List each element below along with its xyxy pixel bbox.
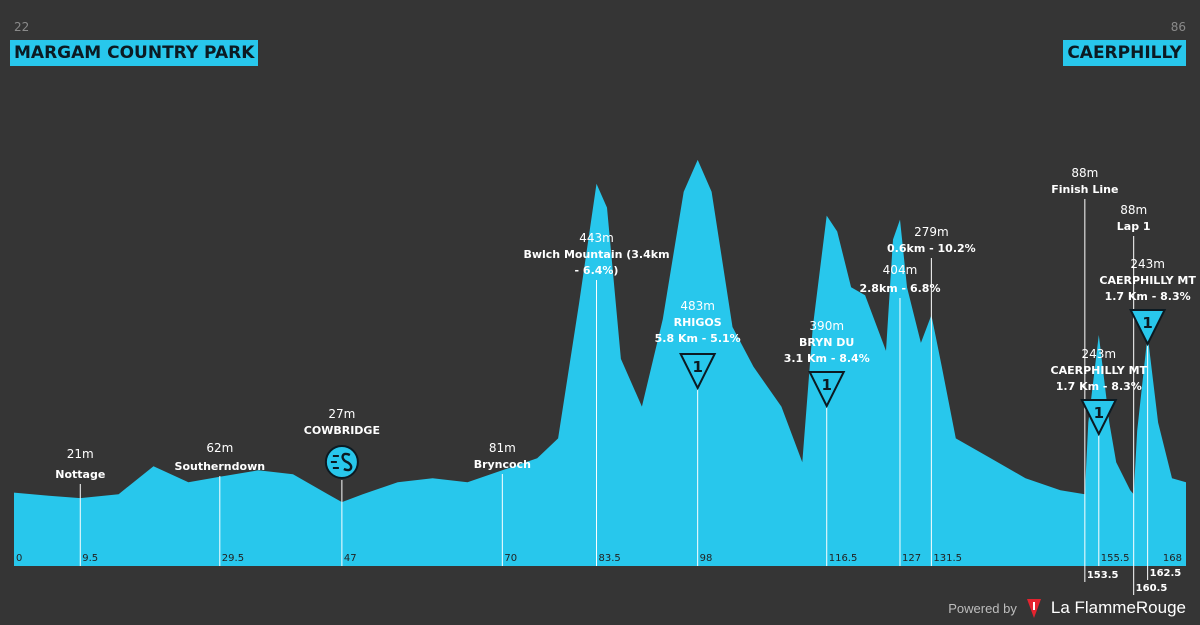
marker-altitude: 390m [809,319,844,333]
marker-altitude: 21m [67,447,94,461]
marker-name: 0.6km - 10.2% [887,242,976,255]
marker-name: RHIGOS [674,316,722,329]
sprint-icon-lines [330,455,339,469]
elevation-profile-area [14,159,1186,566]
marker-name-line2: 5.8 Km - 5.1% [655,332,741,345]
start-altitude: 22 [14,20,30,34]
kom-icon [808,371,846,409]
marker-name: CAERPHILLY MT [1099,274,1196,287]
kom-category-label: 1 [692,358,702,376]
kom-icon [679,353,717,391]
marker-name: Nottage [55,468,105,481]
powered-by: Powered by La FlammeRouge [948,596,1186,620]
marker-name: COWBRIDGE [304,424,380,437]
x-tick-label-low: 162.5 [1150,568,1182,579]
x-tick-label: 127 [902,553,921,564]
marker-altitude: 27m [328,407,355,421]
marker-name-line2: 1.7 Km - 8.3% [1105,290,1191,303]
x-tick-label: 47 [344,553,357,564]
kom-category-label: 1 [822,376,832,394]
x-tick-label: 98 [700,553,713,564]
marker-name: Lap 1 [1117,220,1151,233]
marker-altitude: 279m [914,225,949,239]
powered-by-label: Powered by [948,600,1017,616]
x-tick-label: 29.5 [222,553,244,564]
marker-altitude: 243m [1082,347,1117,361]
marker-altitude: 443m [579,231,614,245]
flamme-rouge-logo-icon [1026,599,1041,618]
marker-altitude: 483m [680,299,715,313]
sprint-icon [324,445,359,479]
x-tick-label: 131.5 [933,553,962,564]
marker-altitude: 62m [206,441,233,455]
x-tick-label: 83.5 [599,553,621,564]
marker-altitude: 404m [883,263,918,277]
x-tick-label: 70 [504,553,517,564]
marker-altitude: 243m [1130,257,1165,271]
sprint-icon-s [341,452,353,472]
marker-name-line2: 1.7 Km - 8.3% [1056,380,1142,393]
marker-name-line2: - 6.4%) [575,264,619,277]
start-place-badge: MARGAM COUNTRY PARK [10,40,259,66]
marker-altitude: 88m [1120,203,1147,217]
marker-name: Finish Line [1051,183,1118,196]
marker-altitude: 81m [489,441,516,455]
kom-icon [1080,399,1118,437]
marker-name: Southerndown [175,460,266,473]
marker-name: 2.8km - 6.8% [859,282,940,295]
brand-name: La FlammeRouge [1050,598,1186,617]
x-tick-label: 9.5 [82,553,98,564]
marker-name: Bwlch Mountain (3.4km [523,248,669,261]
x-tick-label: 116.5 [829,553,858,564]
marker-name: BRYN DU [799,336,854,349]
marker-name: Bryncoch [474,458,531,471]
marker-name: CAERPHILLY MT [1051,364,1148,377]
x-tick-label: 168 [1163,553,1182,564]
finish-place-badge: CAERPHILLY [1063,40,1186,66]
kom-category-label: 1 [1142,314,1152,332]
x-tick-label-low: 160.5 [1136,583,1168,594]
kom-icon [1129,309,1167,347]
marker-name-line2: 3.1 Km - 8.4% [784,352,870,365]
x-tick-label: 0 [16,553,22,564]
finish-altitude: 86 [1170,20,1186,34]
kom-category-label: 1 [1094,404,1104,422]
x-tick-label-low: 153.5 [1087,570,1119,581]
x-tick-label: 155.5 [1101,553,1130,564]
marker-altitude: 88m [1071,166,1098,180]
